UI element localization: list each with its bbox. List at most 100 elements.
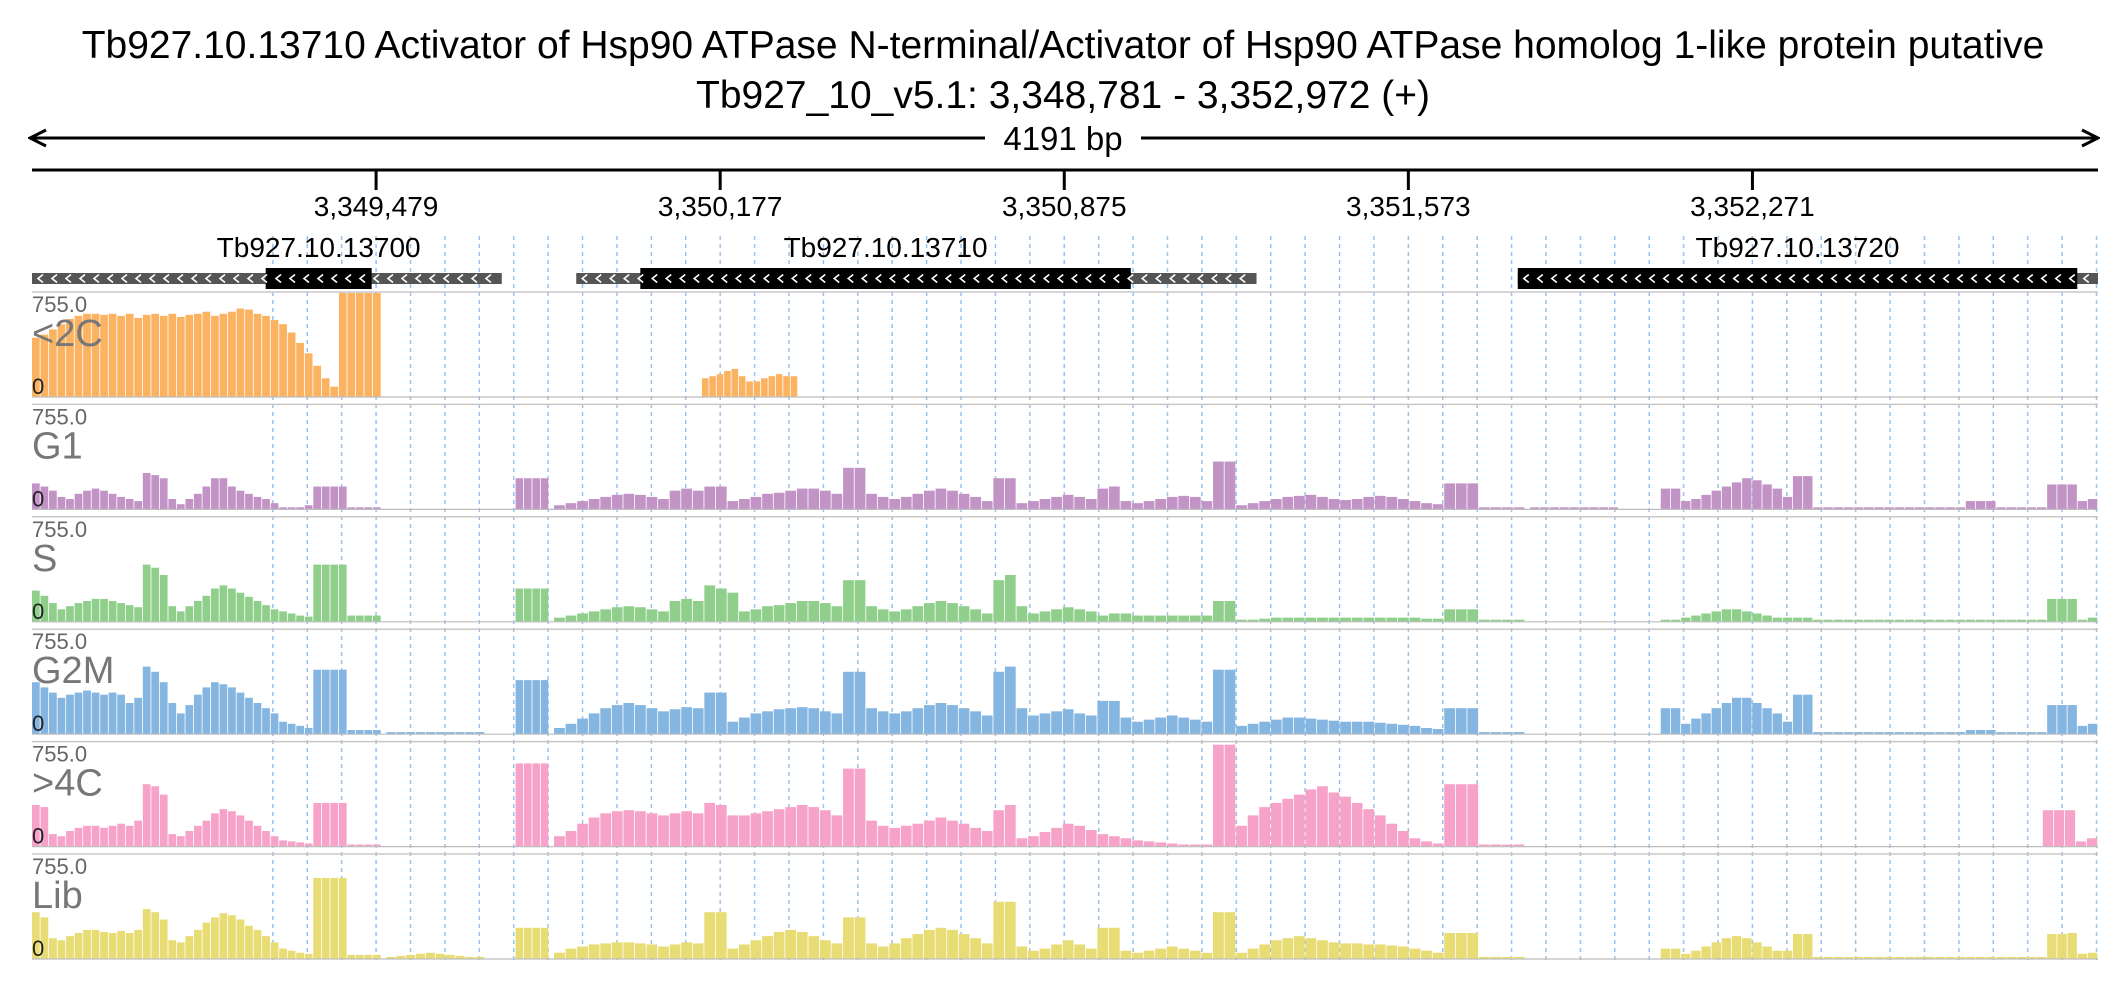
coverage-bar <box>1236 952 1247 959</box>
chevron-icon <box>692 273 700 284</box>
coverage-bar <box>692 601 704 622</box>
coverage-bar <box>386 956 396 959</box>
coverage-bar <box>611 494 623 510</box>
coverage-bar <box>554 727 565 735</box>
coverage-bar <box>1259 807 1271 847</box>
coverage-bar <box>1108 613 1120 622</box>
coverage-bar <box>540 927 549 959</box>
coverage-bar <box>245 596 253 622</box>
coverage-bar <box>1874 619 1884 622</box>
coverage-bar <box>773 492 785 510</box>
coverage-bar <box>455 955 465 959</box>
coverage-bar <box>1004 901 1016 959</box>
coverage-bar <box>1444 483 1456 510</box>
coverage-bar <box>577 718 588 735</box>
coverage-bar <box>532 927 540 959</box>
coverage-bar <box>364 507 373 510</box>
coverage-bar <box>1155 842 1166 847</box>
coverage-bar <box>993 901 1005 959</box>
coverage-bar <box>100 314 108 397</box>
span-label: 4191 bp <box>1003 120 1122 157</box>
track-max-label: 755.0 <box>32 854 87 879</box>
chevron-icon <box>120 273 128 284</box>
coverage-bar <box>554 617 565 622</box>
coverage-bar <box>611 942 623 959</box>
coverage-bar <box>91 929 100 959</box>
coverage-bar <box>1986 956 1996 959</box>
coverage-bar <box>321 669 330 735</box>
coverage-bar <box>1945 732 1955 735</box>
coverage-bar <box>1711 611 1721 622</box>
coverage-bar <box>704 802 716 847</box>
coverage-bar <box>1108 700 1120 735</box>
coverage-bar <box>1236 725 1247 735</box>
coverage-bar <box>1236 619 1247 622</box>
coverage-bar <box>228 915 236 959</box>
coverage-bar <box>2087 617 2098 622</box>
chevron-icon <box>832 273 840 284</box>
coverage-bar <box>416 732 426 735</box>
coverage-bar <box>211 588 219 622</box>
coverage-bar <box>40 486 49 510</box>
coverage-bar <box>912 493 924 510</box>
coverage-bar <box>321 802 330 847</box>
coverage-bar <box>142 564 151 622</box>
coverage-bar <box>287 723 296 735</box>
coverage-bar <box>1409 617 1421 622</box>
coverage-bar <box>1259 618 1271 622</box>
coverage-bar <box>1213 601 1224 622</box>
chevron-icon <box>344 273 352 284</box>
coverage-bar <box>1490 844 1502 847</box>
chevron-icon <box>790 273 798 284</box>
coverage-bar <box>924 490 935 510</box>
coverage-bar <box>1340 796 1351 847</box>
chevron-icon <box>888 273 896 284</box>
coverage-bar <box>386 732 396 735</box>
coverage-bar <box>947 705 958 735</box>
coverage-bar <box>1282 717 1294 735</box>
coverage-bar <box>1762 615 1772 622</box>
coverage-bar <box>219 684 228 735</box>
coverage-bar <box>159 575 168 622</box>
coverage-bar <box>270 320 279 397</box>
coverage-bar <box>1398 499 1409 510</box>
coverage-bar <box>2006 619 2016 622</box>
coverage-bar <box>1925 956 1935 959</box>
coverage-bar <box>117 496 125 510</box>
coverage-bar <box>1143 501 1155 510</box>
coverage-bar <box>330 386 339 397</box>
coverage-bar <box>1864 507 1874 510</box>
coverage-bar <box>347 844 356 847</box>
coverage-bar <box>1742 697 1752 735</box>
coverage-bar <box>2036 619 2047 622</box>
coverage-bar <box>91 488 100 510</box>
coverage-bar <box>1224 461 1236 510</box>
coverage-bar <box>831 606 843 622</box>
coverage-bar <box>1711 708 1721 735</box>
coverage-bar <box>1201 844 1213 847</box>
chevron-icon <box>1984 273 1992 284</box>
coverage-bar <box>924 705 935 735</box>
coverage-bar <box>912 606 924 622</box>
coverage-bar <box>2026 507 2037 510</box>
coverage-bar <box>347 615 356 622</box>
coverage-bar <box>554 505 565 510</box>
coverage-bar <box>2057 934 2067 959</box>
coverage-bar <box>330 802 339 847</box>
coverage-bar <box>1062 940 1074 959</box>
coverage-bar <box>1062 494 1074 510</box>
coverage-bar <box>1120 950 1132 959</box>
coverage-bar <box>1270 499 1282 510</box>
ruler-tick-label: 3,352,271 <box>1690 191 1815 222</box>
coverage-bar <box>1224 669 1236 735</box>
coverage-bar <box>843 917 854 959</box>
coverage-bar <box>854 768 866 847</box>
coverage-bar <box>49 490 57 510</box>
coverage-bar <box>761 378 768 397</box>
coverage-bar <box>634 943 646 959</box>
gene-feature: Tb927.10.13720 <box>1517 232 2098 289</box>
coverage-bar <box>313 669 322 735</box>
coverage-bar <box>1996 956 2006 959</box>
coverage-bar <box>1559 507 1569 510</box>
coverage-bar <box>364 844 373 847</box>
